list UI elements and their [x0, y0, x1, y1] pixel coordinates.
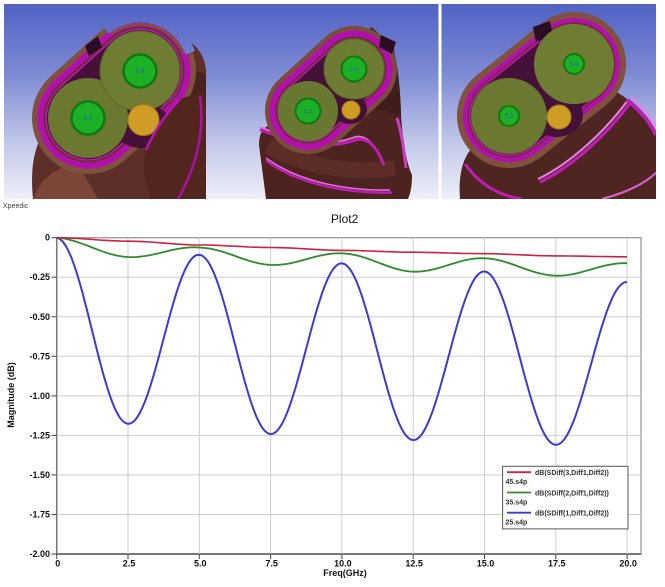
svg-text:Freq(GHz): Freq(GHz) [323, 568, 367, 578]
svg-text:-0.25: -0.25 [29, 272, 50, 282]
svg-text:Magnitude (dB): Magnitude (dB) [6, 362, 16, 428]
svg-text:dB(SDiff(3,Diff1,Diff2)): dB(SDiff(3,Diff1,Diff2)) [535, 470, 609, 477]
svg-text:35.s4p: 35.s4p [506, 499, 528, 506]
svg-text:5.3: 5.3 [505, 114, 514, 120]
svg-text:5.4: 5.4 [350, 67, 358, 73]
svg-text:0: 0 [45, 233, 50, 243]
svg-text:dB(SDiff(2,Diff1,Diff2)): dB(SDiff(2,Diff1,Diff2)) [535, 490, 609, 497]
svg-text:-1.75: -1.75 [29, 510, 50, 520]
svg-text:0: 0 [55, 559, 60, 569]
svg-text:15.0: 15.0 [477, 559, 495, 569]
svg-text:-1.25: -1.25 [29, 430, 50, 440]
svg-text:5.4: 5.4 [136, 69, 145, 75]
svg-text:7.5: 7.5 [265, 559, 278, 569]
svg-text:5.4: 5.4 [570, 62, 579, 68]
svg-text:-1.00: -1.00 [29, 391, 50, 401]
svg-text:Xpeedic: Xpeedic [3, 203, 29, 210]
svg-text:12.5: 12.5 [405, 559, 423, 569]
svg-text:2.5: 2.5 [123, 559, 136, 569]
svg-text:-1.50: -1.50 [29, 470, 50, 480]
svg-text:-2.00: -2.00 [29, 549, 50, 559]
svg-text:45.s4p: 45.s4p [506, 479, 528, 486]
svg-text:5.3: 5.3 [304, 109, 312, 115]
svg-text:20.0: 20.0 [619, 559, 637, 569]
svg-text:dB(SDiff(1,Diff1,Diff2)): dB(SDiff(1,Diff1,Diff2)) [535, 511, 609, 518]
svg-text:-0.75: -0.75 [29, 351, 50, 361]
svg-text:17.5: 17.5 [548, 559, 566, 569]
svg-text:-0.50: -0.50 [29, 312, 50, 322]
svg-text:Plot2: Plot2 [331, 212, 359, 226]
svg-text:25.s4p: 25.s4p [506, 520, 528, 527]
svg-text:5.3: 5.3 [84, 116, 93, 122]
svg-text:5.0: 5.0 [194, 559, 207, 569]
svg-text:10.0: 10.0 [334, 559, 352, 569]
